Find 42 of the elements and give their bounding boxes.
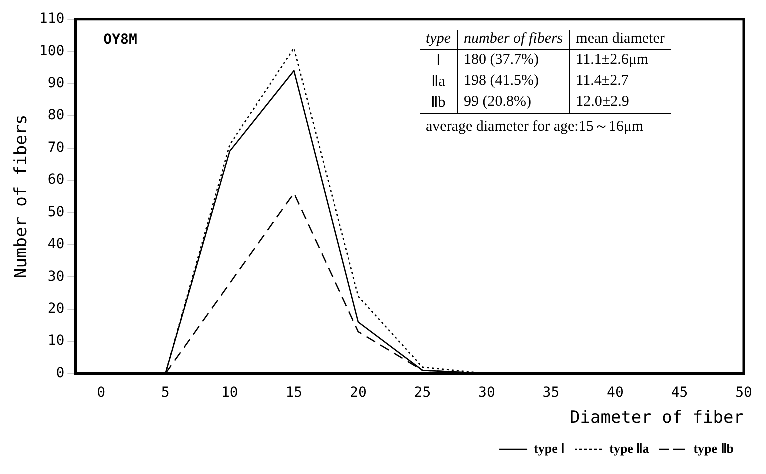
x-tick-label: 40	[607, 384, 624, 401]
x-tick-label: 50	[736, 384, 752, 401]
x-tick-label: 10	[221, 384, 238, 401]
x-tick-label: 30	[478, 384, 496, 401]
x-tick-label: 20	[350, 384, 367, 401]
text: OY8M	[104, 32, 138, 48]
annotation: 198 (41.5%)	[457, 71, 570, 92]
y-axis-title: Number of fibers	[12, 114, 32, 278]
legend-label: type Ⅱa	[610, 440, 650, 456]
x-tick-label: 35	[542, 384, 560, 401]
y-tick-label: 40	[48, 236, 65, 253]
legend-label: type Ⅱb	[694, 440, 734, 456]
annotation: mean diameter	[570, 30, 671, 50]
x-tick-label: 15	[286, 384, 303, 401]
y-tick-label: 90	[48, 75, 65, 92]
x-axis-title: Diameter of fiber	[570, 408, 744, 428]
annotation: average diameter for age:15～16μm	[425, 118, 645, 137]
annotation: 99 (20.8%)	[457, 92, 570, 114]
annotation: Ⅱa	[430, 73, 446, 92]
y-tick-label: 50	[48, 204, 65, 220]
y-tick-label: 100	[39, 43, 65, 60]
y-tick-label: 10	[48, 333, 65, 350]
annotation: 180 (37.7%)	[457, 50, 570, 71]
x-tick-label: 45	[671, 384, 688, 401]
x-tick-label: 25	[414, 384, 432, 401]
annotation: 12.0±2.9	[570, 92, 671, 114]
annotation: number of fibers	[457, 30, 570, 50]
annotation: type	[420, 30, 458, 50]
y-tick-label: 60	[48, 172, 65, 188]
legend-label: type Ⅰ	[534, 440, 566, 456]
y-tick-label: 20	[48, 301, 65, 318]
x-tick-label: 0	[97, 384, 106, 401]
annotation: 11.1±2.6μm	[570, 50, 671, 71]
y-tick-label: 0	[56, 365, 65, 382]
annotation: Ⅱb	[420, 92, 458, 114]
y-tick-label: 70	[48, 140, 65, 156]
annotation: Ⅰ	[435, 52, 442, 71]
x-tick-label: 5	[161, 384, 170, 401]
y-tick-label: 110	[39, 11, 65, 28]
y-tick-label: 80	[48, 108, 65, 124]
annotation: 11.4±2.7	[570, 71, 671, 92]
y-tick-label: 30	[48, 268, 65, 285]
